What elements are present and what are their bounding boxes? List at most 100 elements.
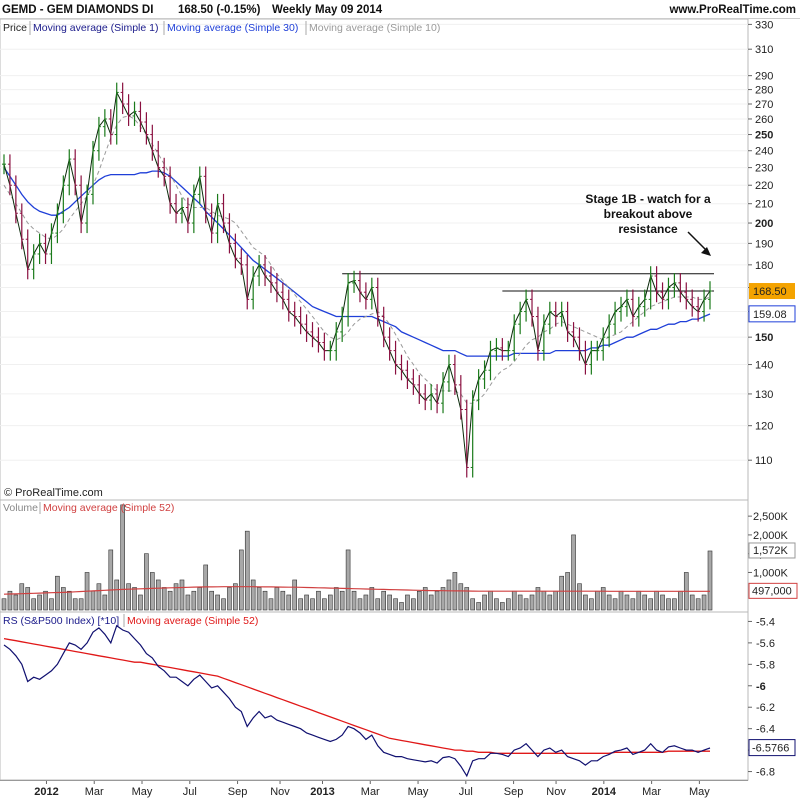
volume-bar: [292, 579, 298, 611]
volume-bar: [66, 590, 72, 611]
volume-bar: [333, 587, 339, 611]
volume-bar: [399, 602, 404, 611]
ma30-line: [3, 167, 711, 357]
price-bar: [535, 306, 540, 361]
volume-bar: [298, 598, 303, 611]
volume-bar: [523, 598, 529, 611]
price-bar: [138, 101, 143, 133]
price-tick-label: 130: [755, 389, 773, 401]
volume-bar: [648, 598, 653, 611]
x-tick-label: Mar: [361, 786, 380, 798]
price-bar: [506, 340, 511, 361]
volume-bar: [624, 594, 630, 611]
volume-bar: [120, 504, 125, 611]
x-tick-label: Nov: [270, 786, 290, 798]
rs-ma-line: [3, 637, 710, 754]
price-bar: [500, 338, 505, 361]
volume-bar: [108, 549, 114, 611]
volume-bar: [446, 579, 452, 611]
price-bar: [518, 301, 523, 335]
price-bar: [405, 360, 410, 389]
rs-tick-label: -5.4: [756, 616, 775, 628]
volume-bar: [78, 598, 84, 611]
volume-bar: [310, 598, 315, 611]
volume-bar: [96, 583, 102, 611]
price-bar: [387, 327, 392, 361]
volume-bar: [375, 598, 381, 611]
price-tick-label: 310: [755, 44, 773, 56]
volume-bar: [594, 590, 600, 611]
volume-bar: [600, 587, 606, 611]
volume-bar: [464, 587, 470, 611]
price-tick-label: 240: [755, 146, 773, 158]
volume-bar: [660, 594, 665, 611]
volume-bar: [470, 598, 475, 611]
price-bar: [221, 193, 226, 234]
price-bar: [488, 340, 493, 381]
volume-bar: [488, 590, 493, 611]
volume-legend-entry: Volume: [3, 502, 38, 514]
price-bar: [708, 281, 712, 310]
price-bar: [630, 289, 635, 327]
volume-bar: [191, 590, 197, 611]
volume-bar: [37, 594, 42, 611]
price-bar: [85, 184, 90, 234]
volume-bar: [19, 583, 25, 611]
price-bar: [73, 149, 78, 196]
volume-ma-line: [3, 586, 710, 595]
x-tick-label: May: [689, 786, 710, 798]
rs-panel: -5.4-5.6-5.8-6-6.2-6.4-6.6-6.8-6.5766 RS…: [3, 614, 796, 779]
price-bar: [565, 301, 570, 342]
price-bar: [90, 140, 95, 205]
price-bar: [304, 314, 309, 342]
price-bar: [619, 296, 624, 322]
volume-legend-entry: Moving average (Simple 52): [43, 502, 174, 514]
price-bar: [179, 197, 184, 224]
x-tick-label: Jul: [183, 786, 197, 798]
volume-bar: [114, 579, 120, 611]
price-bar: [2, 154, 6, 175]
volume-bar: [13, 594, 19, 611]
volume-bar: [642, 594, 648, 611]
volume-bar: [547, 594, 553, 611]
site-link[interactable]: www.ProRealTime.com: [668, 4, 796, 16]
price-bar: [452, 354, 457, 395]
volume-bar: [227, 587, 232, 611]
price-bar: [120, 82, 125, 115]
price-bar: [482, 360, 487, 389]
volume-bar: [280, 590, 286, 611]
volume-bar: [286, 594, 292, 611]
price-bar: [648, 266, 653, 310]
volume-bar: [571, 534, 576, 611]
price-bar: [7, 154, 12, 196]
price-bar: [197, 166, 202, 205]
volume-bar: [494, 598, 499, 611]
volume-bar: [90, 590, 96, 611]
volume-bar: [144, 553, 149, 611]
volume-bar: [304, 594, 309, 611]
volume-bar: [233, 583, 238, 611]
price-bar: [316, 327, 321, 353]
price-bar: [168, 166, 173, 214]
price-bar: [102, 109, 107, 137]
price-tick-label: 150: [755, 332, 773, 344]
x-tick-label: Jul: [459, 786, 473, 798]
price-bar: [174, 193, 179, 224]
price-bar: [666, 277, 671, 310]
volume-legend: Volume Moving average (Simple 52): [3, 502, 174, 514]
price-tick-label: 110: [755, 455, 773, 467]
volume-bar: [179, 579, 185, 611]
volume-bar: [161, 587, 167, 611]
last-price-label: 168.50: [753, 286, 787, 298]
price-bar: [298, 306, 303, 335]
volume-bar: [387, 594, 392, 611]
volume-bar: [428, 594, 434, 611]
price-bar: [530, 289, 535, 327]
price-bar: [13, 175, 18, 224]
volume-bar: [1, 598, 7, 611]
volume-bar: [482, 594, 487, 611]
price-bar: [583, 340, 588, 375]
x-tick-label: 2013: [310, 786, 334, 798]
